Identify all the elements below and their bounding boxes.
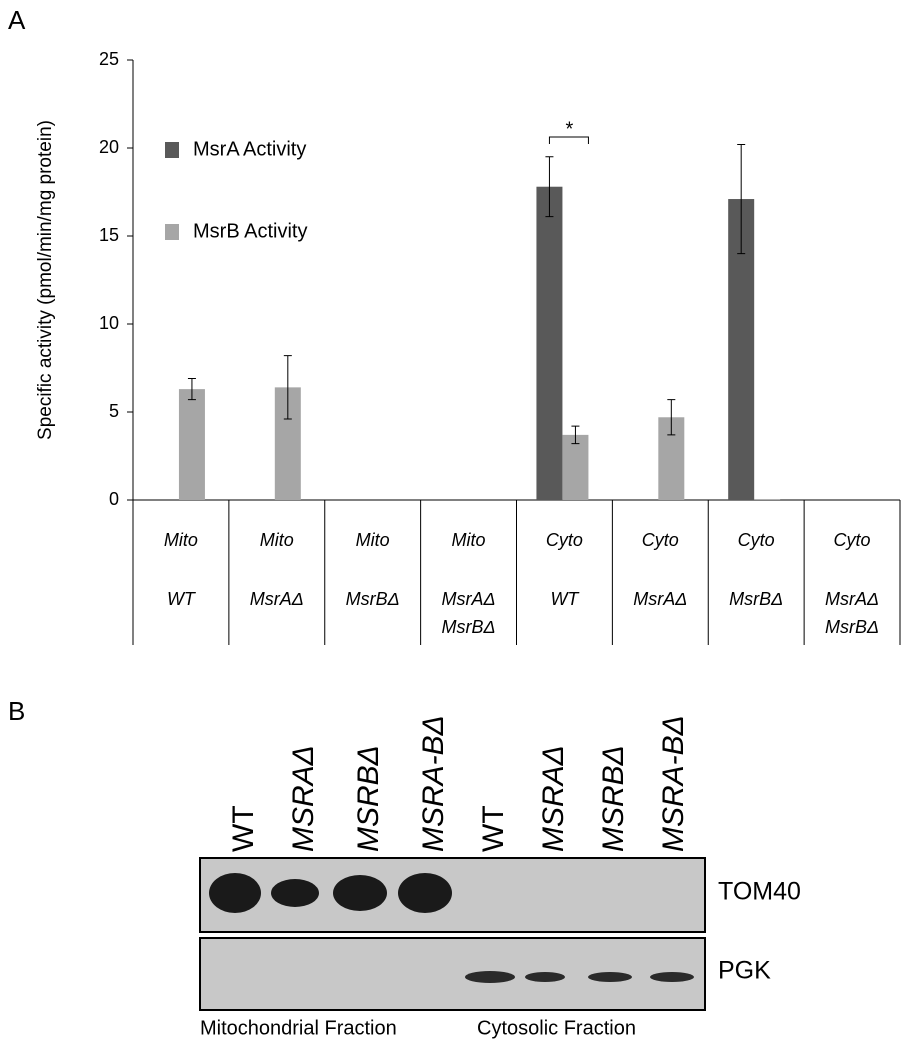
x-tick-label: Mito: [452, 530, 486, 550]
row-label: PGK: [718, 957, 771, 985]
y-tick-label: 0: [109, 489, 119, 509]
fraction-label: Cytosolic Fraction: [477, 1017, 636, 1039]
annotation: *: [566, 118, 574, 140]
fraction-label: Mitochondrial Fraction: [200, 1017, 397, 1039]
x-tick-label: MsrBΔ: [346, 589, 400, 609]
error-bar: [737, 143, 746, 255]
x-tick-label: MsrBΔ: [442, 617, 496, 637]
lane-label: WT: [227, 805, 260, 852]
lane-label: MSRA-BΔ: [417, 715, 450, 852]
x-tick-label: Mito: [356, 530, 390, 550]
lane-label: MSRAΔ: [287, 745, 320, 852]
panel-label: B: [8, 696, 25, 726]
error-bar: [667, 399, 676, 436]
x-tick-label: MsrAΔ: [442, 589, 496, 609]
y-tick-label: 5: [109, 401, 119, 421]
legend-label: MsrB Activity: [193, 220, 307, 242]
lane-label: MSRA-BΔ: [657, 715, 690, 852]
bar: [536, 186, 563, 500]
y-tick-label: 10: [99, 313, 119, 333]
band: [271, 879, 319, 907]
error-bar: [283, 355, 292, 420]
band: [333, 875, 387, 911]
bar: [562, 434, 589, 500]
legend-swatch: [165, 224, 179, 240]
x-tick-label: Mito: [164, 530, 198, 550]
x-tick-label: WT: [167, 589, 197, 609]
y-tick-label: 25: [99, 49, 119, 69]
error-bar: [545, 156, 554, 218]
row-label: TOM40: [718, 878, 801, 906]
x-tick-label: Mito: [260, 530, 294, 550]
x-tick-label: Cyto: [642, 530, 679, 550]
band: [525, 972, 565, 982]
lane-label: MSRBΔ: [597, 745, 630, 852]
lane-label: WT: [477, 805, 510, 852]
lane-label: MSRAΔ: [537, 745, 570, 852]
band: [588, 972, 632, 982]
bar: [754, 499, 781, 500]
x-tick-label: Cyto: [834, 530, 871, 550]
x-tick-label: MsrBΔ: [729, 589, 783, 609]
error-bar: [571, 425, 580, 445]
significance-bracket: [548, 136, 589, 144]
band: [465, 971, 515, 983]
x-tick-label: Cyto: [738, 530, 775, 550]
y-axis-label: Specific activity (pmol/min/mg protein): [35, 120, 56, 440]
bar: [178, 389, 205, 500]
legend-label: MsrA Activity: [193, 138, 306, 160]
panel-label: A: [8, 5, 26, 35]
x-tick-label: MsrAΔ: [825, 589, 879, 609]
x-tick-label: MsrAΔ: [633, 589, 687, 609]
band: [650, 972, 694, 982]
legend-swatch: [165, 142, 179, 158]
lane-label: MSRBΔ: [352, 745, 385, 852]
x-tick-label: MsrAΔ: [250, 589, 304, 609]
band: [398, 873, 452, 913]
x-tick-label: Cyto: [546, 530, 583, 550]
band: [209, 873, 261, 913]
x-tick-label: MsrBΔ: [825, 617, 879, 637]
x-tick-label: WT: [550, 589, 580, 609]
blot-box: [199, 937, 706, 1011]
y-tick-label: 20: [99, 137, 119, 157]
error-bar: [187, 378, 196, 401]
y-tick-label: 15: [99, 225, 119, 245]
